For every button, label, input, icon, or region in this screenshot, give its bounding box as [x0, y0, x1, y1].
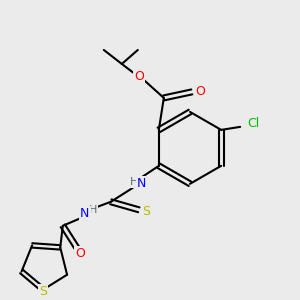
Text: S: S	[39, 285, 47, 298]
Text: O: O	[195, 85, 205, 98]
Text: N: N	[137, 177, 146, 190]
Text: S: S	[142, 205, 150, 218]
Text: N: N	[80, 207, 89, 220]
Text: O: O	[75, 247, 85, 260]
Text: H: H	[88, 205, 97, 215]
Text: Cl: Cl	[247, 117, 259, 130]
Text: H: H	[130, 177, 138, 187]
Text: O: O	[134, 70, 144, 83]
